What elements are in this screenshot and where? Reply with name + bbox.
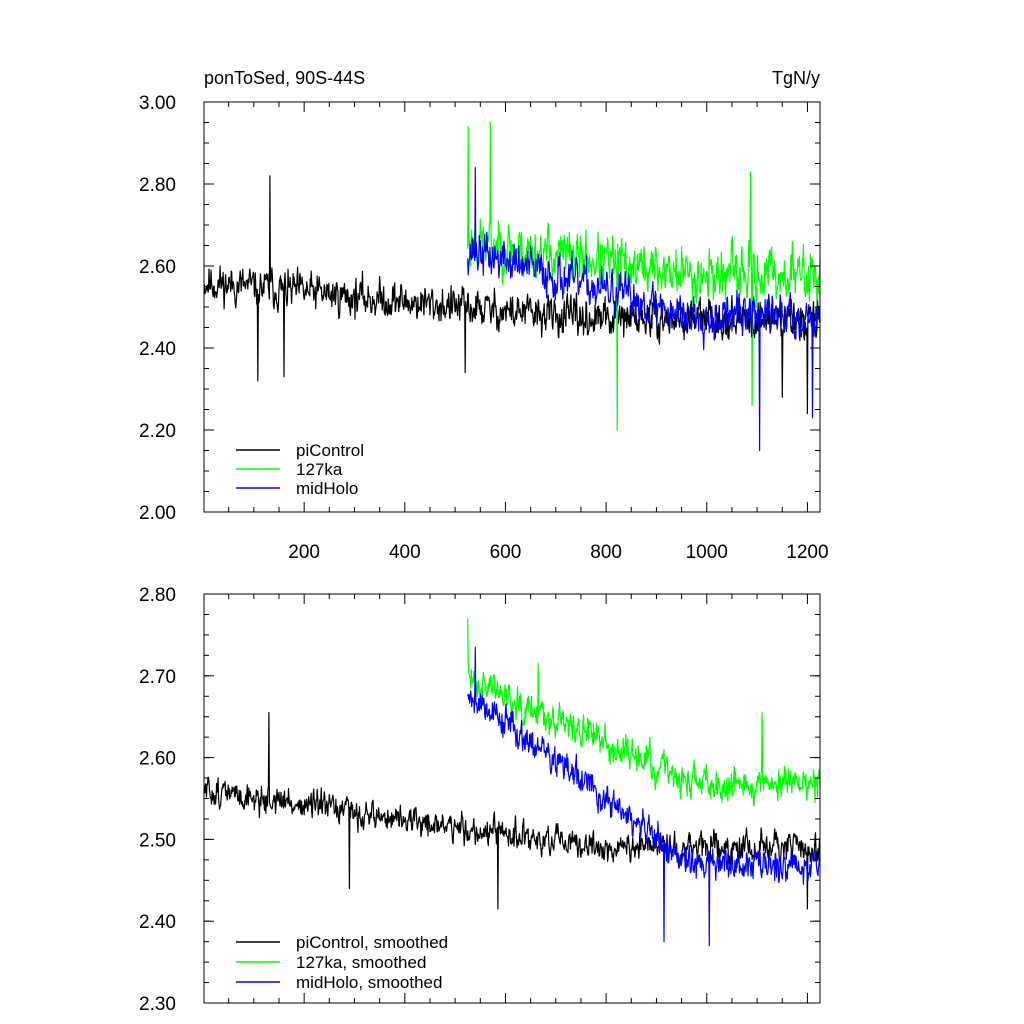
top-panel-series: [203, 121, 821, 452]
legend-label: 127ka: [296, 460, 343, 479]
top-panel-title-right: TgN/y: [772, 68, 820, 88]
series-line-127ka: [467, 121, 821, 431]
series-line-midholo: [467, 167, 821, 452]
top-panel-title-left: ponToSed, 90S-44S: [204, 68, 365, 88]
y-tick-label: 2.80: [139, 175, 176, 196]
series-line-picontrol-smoothed: [203, 712, 821, 910]
y-tick-label: 2.60: [139, 749, 176, 770]
x-tick-label: 1000: [686, 542, 728, 563]
y-tick-label: 2.40: [139, 339, 176, 360]
bottom-panel-series: [203, 618, 821, 947]
legend-label: midHolo, smoothed: [296, 973, 442, 992]
legend-label: midHolo: [296, 479, 358, 498]
top-panel: ponToSed, 90S-44S TgN/y 2.00 2.20 2.40 2.60…: [139, 68, 829, 563]
y-tick-label: 2.30: [139, 994, 176, 1015]
y-tick-label: 2.20: [139, 421, 176, 442]
series-line-midholo-smoothed: [467, 646, 821, 947]
x-tick-label: 800: [590, 542, 622, 563]
legend-label: 127ka, smoothed: [296, 953, 426, 972]
legend-label: piControl: [296, 441, 364, 460]
y-tick-label: 2.40: [139, 912, 176, 933]
series-line-127ka-smoothed: [467, 618, 821, 807]
y-tick-label: 2.60: [139, 257, 176, 278]
legend-label: piControl, smoothed: [296, 933, 448, 952]
bottom-panel-axes: 2.30 2.40 2.50 2.60 2.70 2.80: [139, 585, 821, 1015]
x-tick-label: 1200: [786, 542, 828, 563]
x-tick-label: 200: [288, 542, 320, 563]
series-line-picontrol: [203, 175, 821, 415]
x-tick-label: 400: [389, 542, 421, 563]
y-tick-label: 2.50: [139, 830, 176, 851]
y-tick-label: 2.70: [139, 667, 176, 688]
y-tick-label: 3.00: [139, 93, 176, 114]
y-tick-label: 2.80: [139, 585, 176, 606]
top-panel-axes: 2.00 2.20 2.40 2.60 2.80 3.00 200 400 600 800 1000…: [139, 93, 829, 563]
x-tick-label: 600: [490, 542, 522, 563]
y-tick-label: 2.00: [139, 503, 176, 524]
bottom-panel: 2.30 2.40 2.50 2.60 2.70 2.80 piControl, smoo…: [139, 585, 821, 1015]
